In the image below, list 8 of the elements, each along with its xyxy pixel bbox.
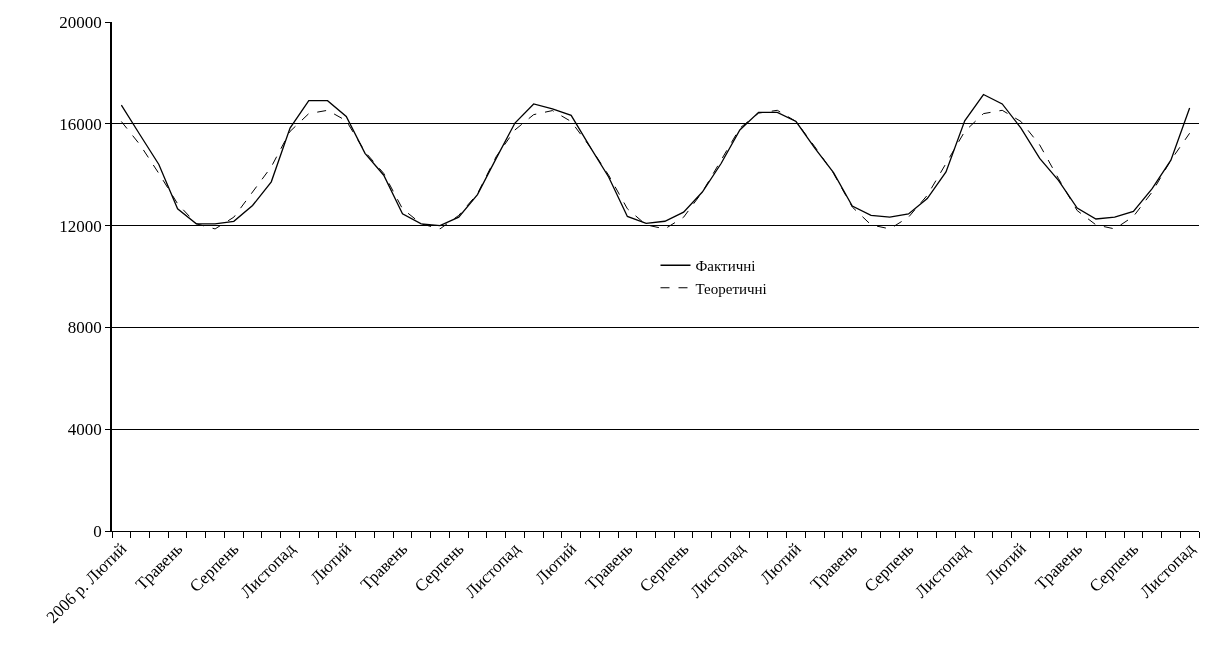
- y-tick-label: 8000: [67, 318, 102, 338]
- legend-label: Теоретичні: [695, 280, 767, 297]
- y-tick-label: 0: [93, 521, 102, 541]
- y-tick-label: 12000: [59, 216, 102, 236]
- y-tick-label: 20000: [59, 12, 102, 32]
- y-tick-label: 16000: [59, 114, 102, 134]
- y-tick-label: 4000: [67, 420, 102, 440]
- legend-label: Фактичні: [695, 258, 756, 275]
